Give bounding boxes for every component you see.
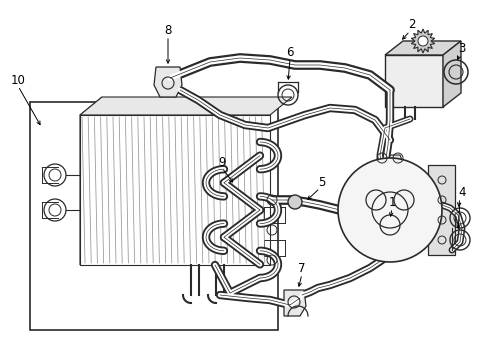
- Text: 6: 6: [285, 45, 293, 58]
- Polygon shape: [384, 41, 460, 55]
- Polygon shape: [154, 67, 182, 97]
- Text: 7: 7: [298, 261, 305, 274]
- Bar: [30, 102, 278, 330]
- Polygon shape: [80, 97, 102, 265]
- Text: 5: 5: [318, 175, 325, 189]
- Polygon shape: [80, 97, 291, 115]
- Polygon shape: [374, 155, 404, 168]
- Text: 8: 8: [164, 23, 171, 36]
- Polygon shape: [442, 41, 460, 107]
- Text: 1: 1: [387, 195, 395, 208]
- Text: 9: 9: [218, 156, 225, 168]
- Circle shape: [417, 36, 427, 46]
- Polygon shape: [384, 55, 442, 107]
- Circle shape: [337, 158, 441, 262]
- Text: 4: 4: [457, 185, 465, 198]
- Circle shape: [287, 195, 302, 209]
- Text: 10: 10: [11, 73, 25, 86]
- Polygon shape: [80, 115, 269, 265]
- Polygon shape: [284, 290, 305, 316]
- Polygon shape: [427, 165, 454, 255]
- Polygon shape: [410, 29, 434, 53]
- Text: 3: 3: [457, 41, 465, 54]
- Text: 2: 2: [407, 18, 415, 31]
